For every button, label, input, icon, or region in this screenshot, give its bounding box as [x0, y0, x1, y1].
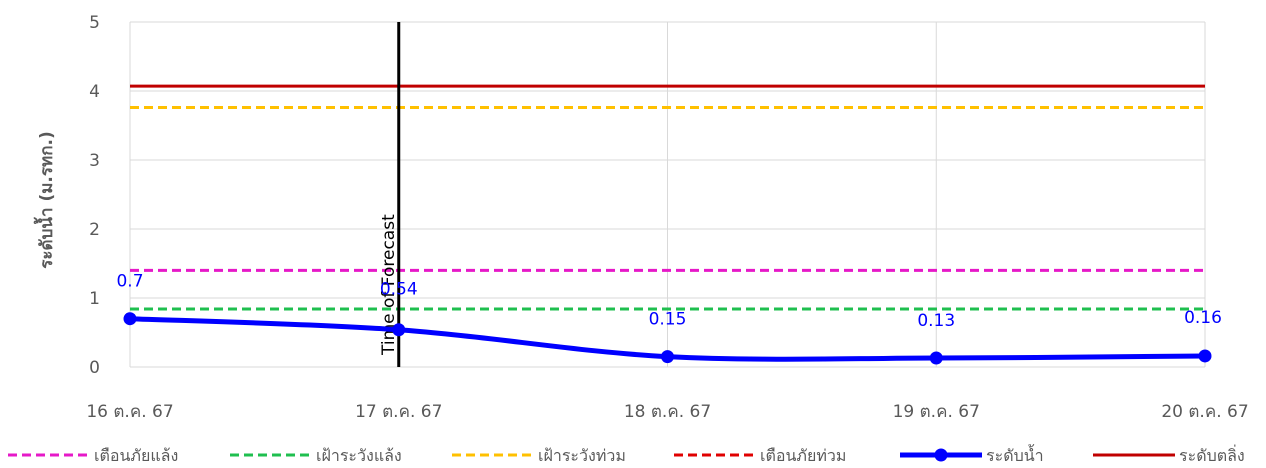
- y-tick-label: 1: [89, 289, 100, 309]
- water-level-series: 0.7 0.54 0.15 0.13 0.16: [116, 272, 1222, 365]
- y-tick-label: 2: [89, 220, 100, 240]
- x-tick-label: 19 ต.ค. 67: [893, 402, 980, 422]
- x-tick-label: 17 ต.ค. 67: [355, 402, 442, 422]
- legend-item: ระดับน้ำ: [900, 444, 1044, 465]
- water-level-point: [1198, 349, 1212, 363]
- x-tick-label: 20 ต.ค. 67: [1161, 402, 1248, 422]
- legend-item: ระดับตลิ่ง: [1093, 444, 1245, 465]
- legend-label: เฝ้าระวังแล้ง: [316, 446, 402, 465]
- y-tick-label: 5: [89, 13, 100, 33]
- y-tick-label: 0: [89, 358, 100, 378]
- water-level-point: [392, 323, 406, 337]
- legend-marker: [934, 448, 948, 462]
- water-level-point: [929, 351, 943, 365]
- legend-item: เตือนภัยแล้ง: [8, 446, 178, 465]
- x-tick-label: 18 ต.ค. 67: [624, 402, 711, 422]
- forecast-marker-label: Time of Forecast: [379, 214, 399, 356]
- legend: เตือนภัยแล้ง เฝ้าระวังแล้ง เฝ้าระวังท่วม เต…: [8, 444, 1245, 465]
- x-tick-label: 16 ต.ค. 67: [86, 402, 173, 422]
- time-of-forecast-marker: Time of Forecast: [379, 22, 401, 367]
- grid: [129, 21, 1206, 368]
- legend-label: เฝ้าระวังท่วม: [538, 446, 626, 465]
- water-level-data-label: 0.7: [116, 272, 143, 292]
- y-tick-label: 3: [89, 151, 100, 171]
- water-level-data-label: 0.15: [649, 310, 687, 330]
- water-level-data-label: 0.16: [1184, 308, 1222, 328]
- legend-label: ระดับน้ำ: [986, 444, 1044, 465]
- water-level-point: [661, 350, 674, 364]
- legend-item: เตือนภัยท่วม: [674, 446, 846, 465]
- water-level-data-label: 0.13: [917, 311, 955, 331]
- threshold-lines: [130, 84, 1205, 311]
- legend-item: เฝ้าระวังแล้ง: [230, 446, 402, 465]
- y-tick-label: 4: [89, 82, 100, 102]
- legend-label: เตือนภัยท่วม: [760, 446, 846, 465]
- legend-label: ระดับตลิ่ง: [1179, 444, 1245, 465]
- y-axis-label: ระดับน้ำ (ม.รทก.): [33, 131, 57, 268]
- water-level-point: [123, 312, 137, 326]
- legend-label: เตือนภัยแล้ง: [94, 446, 178, 465]
- water-level-data-label: 0.54: [380, 280, 418, 300]
- legend-item: เฝ้าระวังท่วม: [452, 446, 626, 465]
- axis-ticks: 0 1 2 3 4 5 16 ต.ค. 67 17 ต.ค. 67 18 ต.ค. 67 19 ต…: [86, 13, 1248, 422]
